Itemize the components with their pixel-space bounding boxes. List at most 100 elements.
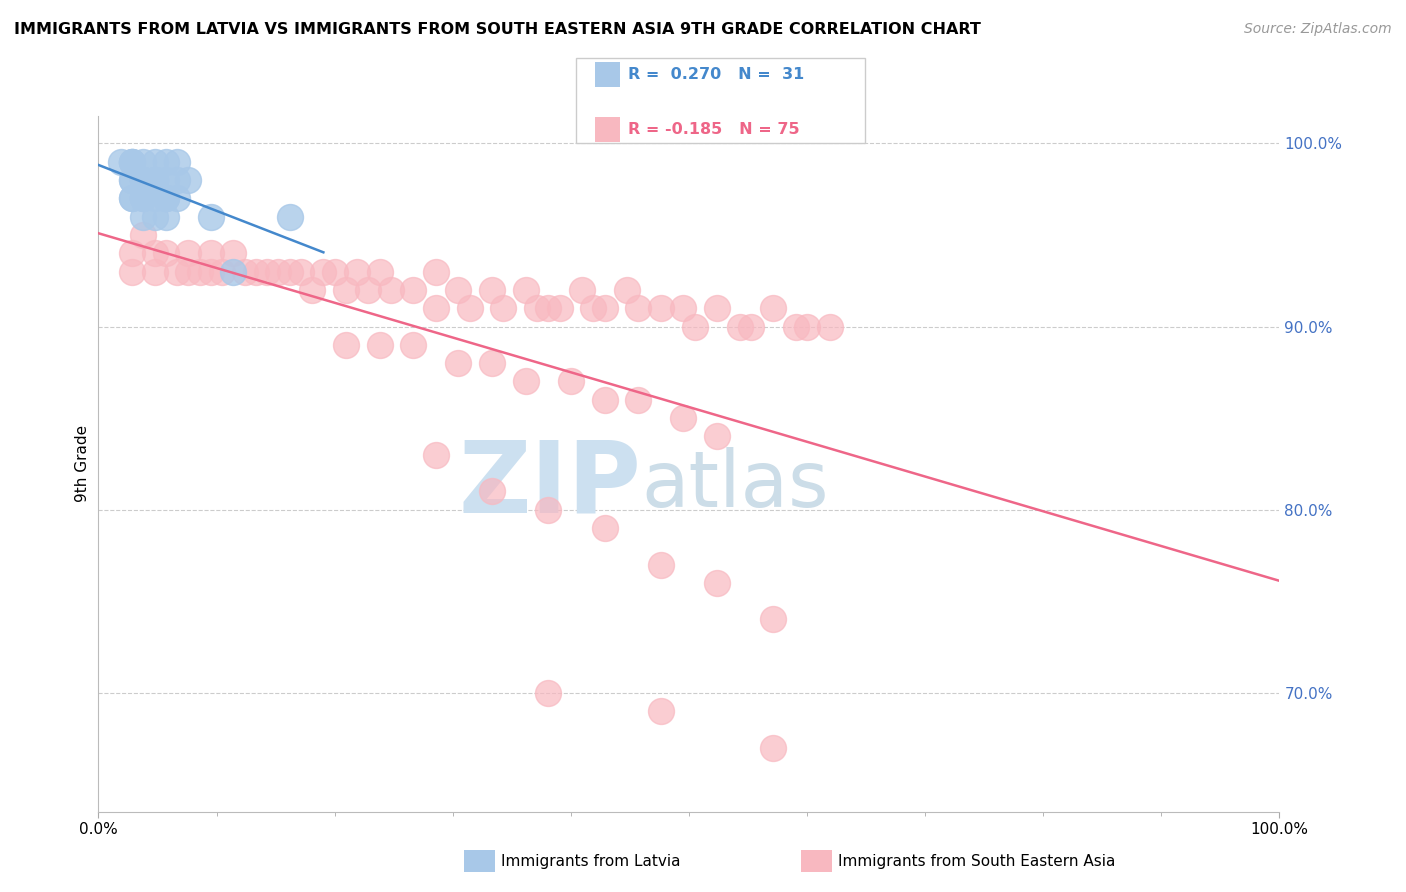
Point xyxy=(267,264,290,278)
Point xyxy=(155,173,177,187)
Point xyxy=(188,264,211,278)
Point xyxy=(672,301,695,316)
Point xyxy=(593,301,616,316)
Point xyxy=(537,686,560,700)
Text: Immigrants from South Eastern Asia: Immigrants from South Eastern Asia xyxy=(838,855,1115,869)
Point xyxy=(526,301,548,316)
Point xyxy=(762,740,785,755)
Point xyxy=(143,264,166,278)
Point xyxy=(706,429,728,443)
Point xyxy=(132,173,155,187)
Point xyxy=(627,301,650,316)
Point xyxy=(616,283,638,297)
Point xyxy=(728,319,751,334)
Point xyxy=(132,227,155,242)
Point xyxy=(177,246,200,260)
Point xyxy=(121,191,143,205)
Point xyxy=(368,338,391,352)
Point xyxy=(785,319,807,334)
Point xyxy=(301,283,323,297)
Point xyxy=(143,191,166,205)
Point xyxy=(166,154,188,169)
Point xyxy=(481,283,503,297)
Point xyxy=(121,246,143,260)
Point xyxy=(121,154,143,169)
Point xyxy=(132,173,155,187)
Point xyxy=(177,173,200,187)
Text: Source: ZipAtlas.com: Source: ZipAtlas.com xyxy=(1244,22,1392,37)
Point xyxy=(762,612,785,626)
Point xyxy=(515,375,537,389)
Point xyxy=(740,319,762,334)
Text: IMMIGRANTS FROM LATVIA VS IMMIGRANTS FROM SOUTH EASTERN ASIA 9TH GRADE CORRELATI: IMMIGRANTS FROM LATVIA VS IMMIGRANTS FRO… xyxy=(14,22,981,37)
Point xyxy=(380,283,402,297)
Text: Immigrants from Latvia: Immigrants from Latvia xyxy=(501,855,681,869)
Point xyxy=(155,191,177,205)
Point xyxy=(278,264,301,278)
Point xyxy=(447,356,470,370)
Y-axis label: 9th Grade: 9th Grade xyxy=(75,425,90,502)
Point xyxy=(256,264,278,278)
Point xyxy=(132,191,155,205)
Point xyxy=(515,283,537,297)
Point xyxy=(233,264,256,278)
Point xyxy=(110,154,132,169)
Point xyxy=(582,301,605,316)
Text: R =  0.270   N =  31: R = 0.270 N = 31 xyxy=(628,68,804,82)
Point xyxy=(402,283,425,297)
Point xyxy=(346,264,368,278)
Point xyxy=(627,392,650,407)
Point xyxy=(537,502,560,516)
Point xyxy=(177,264,200,278)
Point xyxy=(458,301,481,316)
Point xyxy=(132,210,155,224)
Point xyxy=(143,246,166,260)
Point xyxy=(143,154,166,169)
Point xyxy=(706,301,728,316)
Point xyxy=(650,704,672,718)
Point xyxy=(368,264,391,278)
Point xyxy=(593,521,616,535)
Point xyxy=(121,173,143,187)
Point xyxy=(762,301,785,316)
Point xyxy=(290,264,312,278)
Point xyxy=(357,283,380,297)
Point xyxy=(481,484,503,499)
Point xyxy=(121,173,143,187)
Point xyxy=(121,191,143,205)
Point xyxy=(323,264,346,278)
Point xyxy=(818,319,841,334)
Point xyxy=(155,246,177,260)
Point xyxy=(593,392,616,407)
Point xyxy=(245,264,267,278)
Point xyxy=(335,338,357,352)
Point xyxy=(166,191,188,205)
Point xyxy=(155,154,177,169)
Point xyxy=(155,191,177,205)
Point xyxy=(650,558,672,572)
Point xyxy=(143,173,166,187)
Point xyxy=(222,246,245,260)
Point xyxy=(222,264,245,278)
Point xyxy=(796,319,818,334)
Point xyxy=(200,264,222,278)
Point xyxy=(492,301,515,316)
Point xyxy=(571,283,593,297)
Point xyxy=(121,264,143,278)
Point xyxy=(548,301,571,316)
Point xyxy=(402,338,425,352)
Point xyxy=(211,264,233,278)
Point xyxy=(200,210,222,224)
Point xyxy=(143,210,166,224)
Point xyxy=(132,154,155,169)
Point xyxy=(155,210,177,224)
Point xyxy=(278,210,301,224)
Point xyxy=(121,154,143,169)
Point xyxy=(425,301,447,316)
Point xyxy=(447,283,470,297)
Point xyxy=(425,264,447,278)
Point xyxy=(335,283,357,297)
Point xyxy=(650,301,672,316)
Text: atlas: atlas xyxy=(641,447,830,523)
Text: R = -0.185   N = 75: R = -0.185 N = 75 xyxy=(628,122,800,136)
